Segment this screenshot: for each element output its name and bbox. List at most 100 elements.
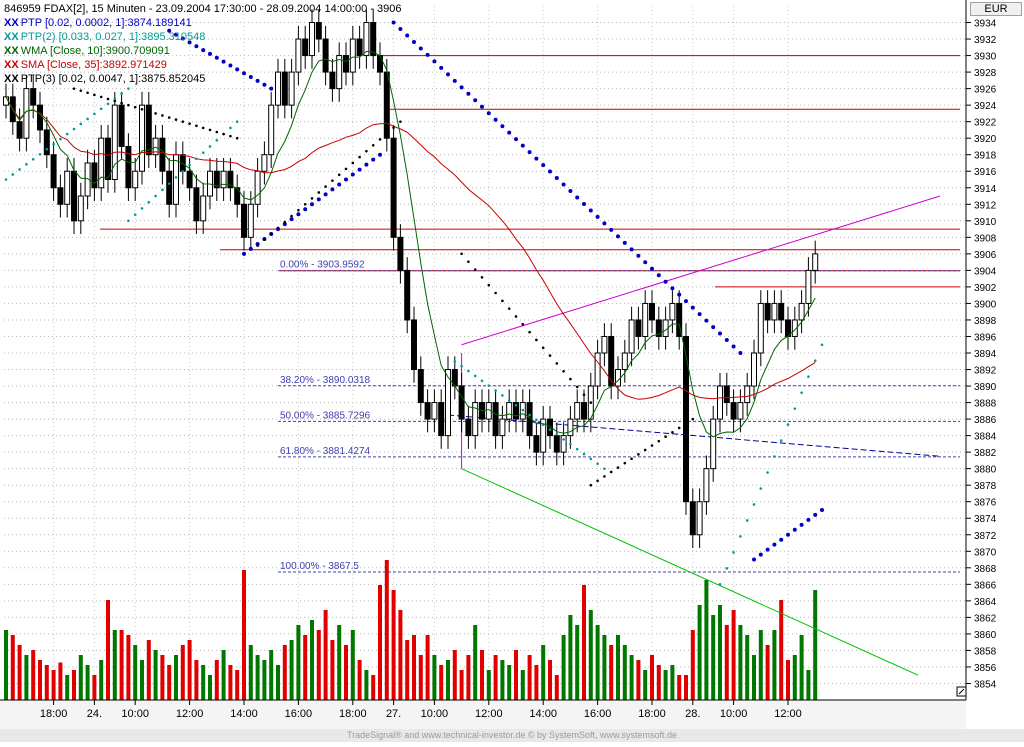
candle-body	[16, 121, 23, 139]
ptp2-dot	[79, 122, 83, 126]
legend-item[interactable]: XX PTP(2) [0.033, 0.027, 1]:3895.310548	[4, 30, 402, 44]
legend-text: PTP(2) [0.033, 0.027, 1]:3895.310548	[20, 31, 206, 43]
y-tick-label: 3926	[974, 85, 997, 96]
candle-body	[445, 369, 451, 437]
y-tick-label: 3858	[974, 646, 997, 657]
ptp2-dot	[555, 433, 559, 436]
volume-bar	[303, 635, 308, 700]
legend-text: SMA [Close, 35]:3892.971429	[20, 59, 167, 71]
ptp3-dot	[528, 330, 531, 334]
candle-body	[50, 154, 57, 189]
candle-body	[744, 385, 751, 404]
ptp3-dot	[371, 143, 375, 147]
candle-body	[723, 385, 730, 404]
volume-bar	[541, 645, 546, 700]
candle-body	[295, 38, 302, 73]
candle-body	[118, 104, 125, 147]
volume-bar	[255, 655, 260, 700]
volume-bar	[520, 670, 525, 700]
ptp2-dot	[18, 168, 21, 171]
ptp3-dot	[337, 173, 341, 177]
ptp3-dot	[378, 138, 382, 141]
candle-body	[649, 302, 655, 321]
ptp2-dot	[514, 403, 518, 407]
ptp3-dot	[344, 167, 348, 171]
ptp-dot	[452, 78, 457, 83]
ptp2-dot	[575, 447, 579, 451]
volume-bar	[153, 650, 158, 700]
x-tick-label: 10:00	[720, 708, 748, 720]
volume-bar	[344, 645, 348, 700]
ptp3-dot	[113, 99, 117, 103]
candle-body	[91, 162, 98, 189]
ptp2-dot	[480, 379, 484, 383]
candle-body	[349, 38, 356, 73]
ptp2-dot	[521, 408, 525, 412]
y-tick-label: 3890	[974, 382, 997, 393]
x-tick-label: 10:00	[421, 708, 449, 720]
volume-bar	[44, 665, 49, 700]
volume-bar	[160, 655, 165, 700]
ptp-dot	[214, 55, 219, 60]
volume-bar	[310, 620, 314, 700]
ptp3-dot	[133, 105, 137, 109]
legend-item[interactable]: XX SMA [Close, 35]:3892.971429	[4, 58, 402, 72]
ptp3-dot	[215, 130, 219, 134]
ptp-dot	[643, 260, 648, 265]
ptp-dot	[310, 202, 314, 207]
legend-item[interactable]: XX WMA [Close, 10]:3900.709091	[4, 44, 402, 58]
candle-body	[336, 55, 343, 90]
candle-body	[642, 302, 649, 337]
legend-marker: XX	[4, 31, 19, 43]
legend-item[interactable]: XX PTP [0.02, 0.0002, 1]:3874.189141	[4, 16, 402, 30]
volume-bar	[432, 655, 437, 700]
fib-label: 61.80% - 3881.4274	[280, 446, 371, 457]
volume-bar	[718, 605, 722, 700]
volume-bar	[357, 660, 362, 700]
volume-bar	[779, 600, 784, 700]
ptp3-dot	[399, 120, 402, 123]
legend-marker: XX	[4, 17, 19, 29]
candle-body	[390, 137, 397, 238]
volume-bar	[752, 655, 756, 700]
ptp2-dot	[739, 535, 742, 538]
volume-bar	[31, 650, 36, 700]
x-tick-label: 12:00	[176, 708, 204, 720]
ptp3-dot	[161, 114, 164, 117]
candle-body	[139, 104, 145, 172]
volume-bar	[167, 665, 172, 700]
ptp3-dot	[664, 435, 667, 439]
x-tick-label: 12:00	[475, 708, 503, 720]
ptp3-dot	[174, 118, 178, 121]
legend-item[interactable]: XX PTP(3) [0.02, 0.0047, 1]:3875.852045	[4, 72, 402, 86]
candle-body	[397, 236, 404, 271]
ptp3-dot	[195, 124, 198, 128]
volume-bar	[126, 635, 131, 700]
volume-bar	[248, 645, 253, 700]
volume-bar	[85, 665, 90, 700]
candle-body	[628, 319, 635, 354]
volume-bar	[602, 635, 607, 700]
ptp3-dot	[154, 112, 157, 115]
ptp-dot	[344, 177, 348, 182]
volume-bar	[663, 670, 668, 700]
volume-bar	[316, 630, 321, 700]
volume-bar	[425, 635, 430, 700]
ptp2-dot	[161, 188, 164, 192]
volume-bar	[684, 675, 688, 700]
y-tick-label: 3866	[974, 580, 997, 591]
ptp2-dot	[174, 176, 178, 179]
candle-body	[145, 104, 152, 156]
candle-body	[57, 187, 64, 205]
ptp-dot	[425, 52, 430, 57]
y-tick-label: 3904	[974, 266, 997, 277]
ptp2-dot	[201, 151, 205, 154]
volume-bar	[371, 675, 376, 700]
resize-handle-icon[interactable]	[956, 686, 967, 697]
volume-bar	[711, 615, 716, 700]
candle-body	[404, 269, 411, 321]
wma-line	[5, 50, 816, 438]
volume-bar	[51, 670, 56, 700]
x-tick-label: 10:00	[121, 708, 149, 720]
